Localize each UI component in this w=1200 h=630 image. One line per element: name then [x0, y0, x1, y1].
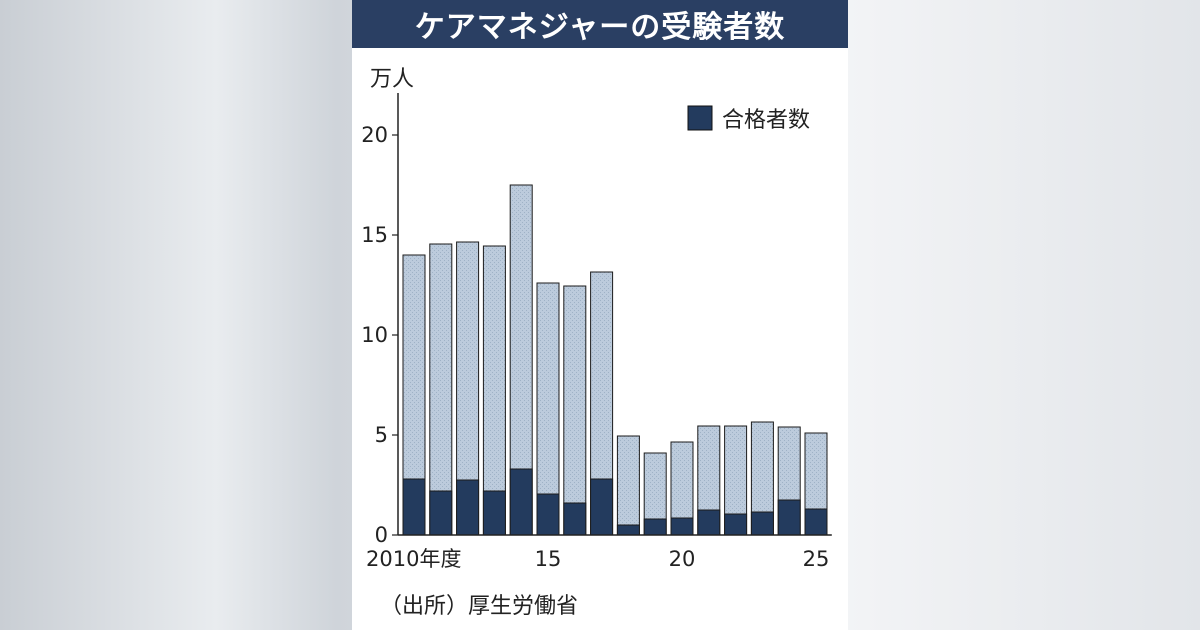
bar-passed-2014: [509, 468, 533, 536]
bar-passed-2015: [536, 493, 560, 536]
bar-passed-2023: [750, 511, 774, 536]
x-tick-label-2010: 2010年度: [366, 547, 461, 571]
axes-group: 0 5 10 15 20 2010年度 15 20 25: [361, 93, 832, 571]
bar-passed-2024: [777, 499, 801, 536]
bar-passed-2019: [643, 518, 667, 536]
bar-chart: 万人 0 5 10 15 20 2010年度 15 20 25 合格者数: [361, 67, 832, 571]
bar-passed-2022: [724, 513, 748, 536]
bar-passed-2017: [590, 478, 614, 536]
bar-passed-2016: [563, 502, 587, 536]
y-tick-label-20: 20: [361, 123, 388, 147]
y-tick-label-0: 0: [375, 523, 388, 547]
y-axis-unit-label: 万人: [370, 67, 414, 92]
x-tick-label-2020: 20: [669, 547, 696, 571]
legend-swatch-passed: [687, 105, 713, 131]
bar-passed-2010: [402, 478, 426, 536]
bar-passed-2021: [697, 509, 721, 536]
y-tick-label-5: 5: [375, 423, 388, 447]
x-tick-label-2025: 25: [803, 547, 830, 571]
bar-passed-2025: [804, 508, 828, 536]
bars-group: [402, 184, 828, 536]
bar-examinees-2016: [563, 285, 587, 536]
bar-passed-2013: [482, 490, 506, 536]
source-note: （出所）厚生労働省: [380, 594, 579, 619]
chart-title: ケアマネジャーの受験者数: [352, 0, 848, 48]
bar-examinees-2018: [616, 435, 640, 536]
legend-label-passed: 合格者数: [722, 108, 810, 133]
bar-passed-2012: [456, 479, 480, 536]
bar-passed-2011: [429, 490, 453, 536]
legend: 合格者数: [687, 105, 810, 133]
y-tick-label-10: 10: [361, 323, 388, 347]
bar-passed-2018: [616, 524, 640, 536]
x-tick-label-2015: 15: [535, 547, 562, 571]
y-tick-label-15: 15: [361, 223, 388, 247]
bar-passed-2020: [670, 517, 694, 536]
chart-card: ケアマネジャーの受験者数 万人 0 5 10 15 20 2010年度 15 20 25 合格者…: [352, 0, 848, 630]
